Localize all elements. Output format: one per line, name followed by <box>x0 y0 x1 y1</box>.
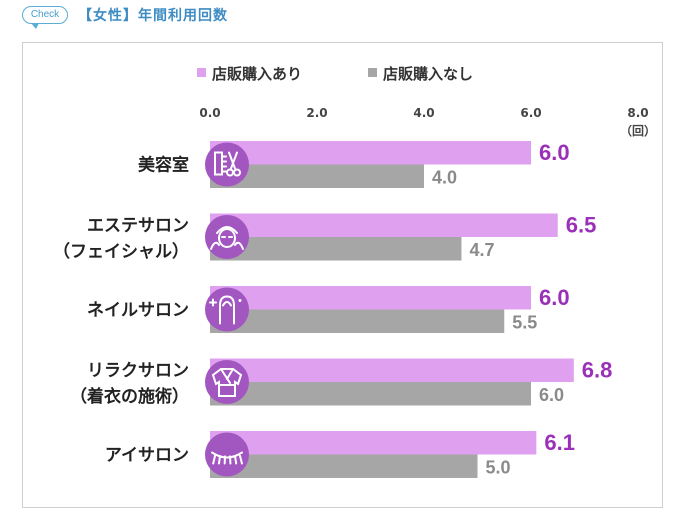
scissor-blade <box>230 151 238 170</box>
x-unit-label: （回） <box>620 123 656 138</box>
chart-frame <box>22 42 663 508</box>
lash <box>217 455 221 465</box>
page-title: 【女性】年間利用回数 <box>78 8 228 24</box>
category-group: 6.5 4.7 エステサロン （フェイシャル） <box>53 213 596 263</box>
hand <box>210 241 220 250</box>
comb-body <box>214 151 223 176</box>
scissor-ring <box>233 168 241 177</box>
nail <box>222 301 232 307</box>
category-label-line: エステサロン <box>87 216 189 236</box>
header: Check 【女性】年間利用回数 <box>0 0 680 36</box>
bar-without-purchase <box>210 454 478 478</box>
data-label: 6.5 <box>566 213 597 238</box>
x-tick-label: 8.0 <box>627 106 648 120</box>
legend-item: 店販購入あり <box>197 65 302 83</box>
bar-with-purchase <box>210 213 558 237</box>
x-tick-label: 0.0 <box>199 106 220 120</box>
category-label: 美容室 <box>138 155 189 176</box>
face <box>218 228 236 248</box>
robe-collar <box>220 368 231 384</box>
comb-scissors-icon <box>205 142 249 187</box>
data-label: 6.0 <box>539 385 564 405</box>
hair-wrap <box>216 226 238 234</box>
data-label: 4.7 <box>469 240 494 260</box>
lash <box>239 454 243 465</box>
eyelash-icon <box>205 432 249 477</box>
x-tick-label: 2.0 <box>306 106 327 120</box>
category-label: アイサロン <box>105 446 189 466</box>
lash <box>212 454 216 465</box>
data-label: 5.5 <box>512 313 537 333</box>
icon-circle <box>205 142 249 187</box>
category-group: 6.0 4.0 美容室 <box>138 140 570 188</box>
facial-mask-icon <box>205 215 249 259</box>
icon-circle <box>205 287 249 332</box>
finger <box>219 295 235 325</box>
legend-swatch <box>368 68 377 77</box>
bar-without-purchase <box>210 237 462 261</box>
category-label-line: （着衣の施術） <box>70 386 189 407</box>
eye-lid <box>211 451 243 459</box>
nail-icon <box>205 287 249 332</box>
data-label: 4.0 <box>432 168 457 188</box>
data-label: 6.0 <box>539 140 570 165</box>
check-badge: Check <box>22 6 68 29</box>
category-label-line: （フェイシャル） <box>53 241 189 262</box>
category-group: 6.1 5.0 アイサロン <box>105 430 575 478</box>
bar-without-purchase <box>210 382 531 406</box>
legend-label: 店販購入あり <box>212 65 302 83</box>
legend-item: 店販購入なし <box>368 65 473 83</box>
icon-circle <box>205 360 249 404</box>
data-label: 6.0 <box>539 285 570 310</box>
hand <box>234 241 244 250</box>
data-label: 6.8 <box>582 358 613 383</box>
x-tick-label: 6.0 <box>520 106 541 120</box>
legend-swatch <box>197 68 206 77</box>
bar-with-purchase <box>210 286 531 310</box>
robe-icon <box>205 360 249 404</box>
bar-with-purchase <box>210 431 537 455</box>
data-label: 5.0 <box>486 458 511 478</box>
bar-with-purchase <box>210 358 574 382</box>
category-label: ネイルサロン <box>87 301 189 321</box>
x-tick-label: 4.0 <box>413 106 434 120</box>
category-group: 6.05.5 ネイルサロン <box>87 285 570 333</box>
robe <box>211 368 243 397</box>
robe-collar <box>226 368 234 380</box>
scissor-blade <box>228 151 236 170</box>
lash <box>234 455 238 465</box>
legend-label: 店販購入なし <box>383 65 473 83</box>
category-label-line: リラクサロン <box>87 361 189 381</box>
icon-circle <box>205 432 249 477</box>
icon-circle <box>205 215 249 259</box>
bar-without-purchase <box>210 309 505 333</box>
category-group: 6.8 6.0 リラクサロン （着衣の施術） <box>70 358 612 408</box>
bar-with-purchase <box>210 141 531 165</box>
bar-without-purchase <box>210 164 424 188</box>
sparkle-dot <box>238 299 242 302</box>
data-label: 6.1 <box>544 430 575 455</box>
